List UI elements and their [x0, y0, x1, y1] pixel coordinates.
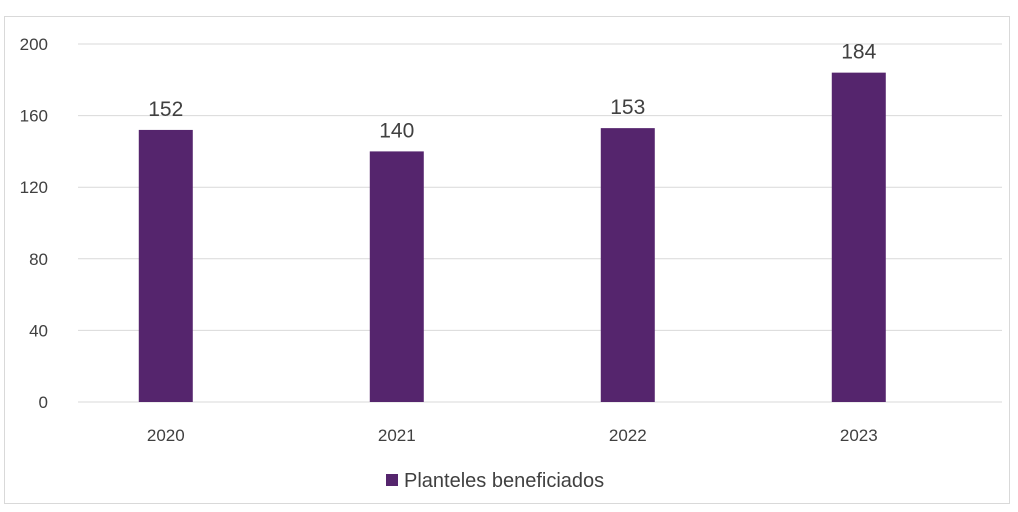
data-label-2020: 152	[148, 98, 183, 121]
bar-2020	[138, 129, 193, 403]
data-label-2022: 153	[610, 96, 645, 119]
y-tick-label: 200	[20, 35, 48, 54]
x-tick-label-2020: 2020	[147, 426, 185, 445]
y-tick-label: 80	[29, 250, 48, 269]
legend-swatch	[386, 474, 398, 486]
legend: Planteles beneficiados	[386, 470, 604, 492]
bar-2022	[600, 128, 655, 402]
data-label-2023: 184	[841, 41, 876, 64]
x-axis-ticks: 2020 2021 2022 2023	[147, 426, 878, 445]
legend-label: Planteles beneficiados	[404, 470, 604, 492]
x-tick-label-2021: 2021	[378, 426, 416, 445]
x-tick-label-2022: 2022	[609, 426, 647, 445]
data-label-2021: 140	[379, 119, 414, 142]
x-tick-label-2023: 2023	[840, 426, 878, 445]
bar-2021	[369, 151, 424, 402]
y-tick-label: 160	[20, 107, 48, 126]
y-axis-ticks: 0 40 80 120 160 200	[20, 35, 48, 412]
y-tick-label: 0	[39, 393, 48, 412]
bar-2023	[831, 72, 886, 402]
y-tick-label: 120	[20, 178, 48, 197]
bars	[138, 72, 886, 403]
data-labels: 152 140 153 184	[148, 41, 876, 143]
y-tick-label: 40	[29, 321, 48, 340]
